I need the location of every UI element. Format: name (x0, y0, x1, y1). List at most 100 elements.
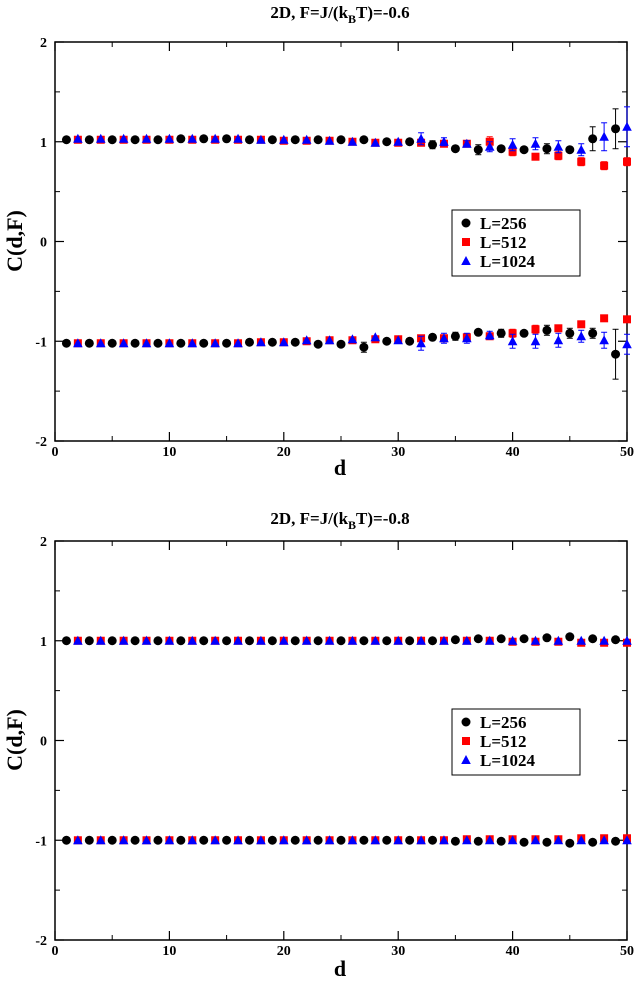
y-axis-label: C(d,F) (2, 210, 27, 272)
data-point-upper (210, 635, 220, 645)
data-point-upper (519, 145, 529, 155)
data-point-upper (553, 635, 564, 645)
data-point-lower (576, 835, 587, 845)
data-point-lower (462, 333, 472, 343)
data-point-upper (336, 135, 346, 145)
data-point-lower (622, 835, 632, 845)
data-point-upper (622, 121, 632, 131)
data-point-lower (347, 835, 358, 845)
data-point-upper (473, 145, 483, 155)
data-point-upper (576, 144, 587, 154)
data-point-lower (382, 835, 392, 845)
data-point-lower (530, 835, 541, 845)
data-point-upper (176, 636, 186, 646)
legend-label: L=1024 (480, 252, 536, 271)
data-point-lower (222, 338, 232, 348)
y-tick-label: 0 (40, 735, 47, 750)
data-point-lower (290, 337, 300, 347)
data-point-lower (336, 339, 346, 349)
data-point-upper (107, 636, 117, 646)
data-point-lower (519, 328, 529, 338)
data-point-upper (393, 635, 403, 645)
data-point-lower (73, 338, 83, 348)
data-point-upper (187, 635, 198, 645)
data-point-lower (222, 835, 232, 845)
data-point-upper (405, 636, 415, 646)
data-point-lower (267, 337, 277, 347)
x-tick-label: 40 (506, 944, 520, 959)
x-tick-label: 30 (391, 944, 405, 959)
data-point-lower (611, 836, 621, 846)
chart-panel-bottom: 2D, F=J/(kBT)=-0.8 C(d,F) d 0 10 20 30 40 50-… (2, 509, 634, 981)
data-point-lower (416, 835, 426, 845)
data-point-lower (554, 324, 563, 333)
data-point-lower (153, 835, 163, 845)
data-point-upper (473, 634, 483, 644)
legend-label: L=256 (480, 214, 527, 233)
x-tick-label: 10 (162, 944, 176, 959)
data-point-lower (118, 338, 129, 348)
data-point-lower (405, 336, 415, 346)
data-point-upper (530, 138, 541, 148)
data-point-lower (553, 335, 564, 345)
legend-box (451, 708, 581, 776)
data-point-lower (84, 338, 94, 348)
data-point-upper (313, 135, 323, 145)
data-point-upper (324, 635, 335, 645)
x-tick-label: 0 (52, 944, 59, 959)
data-point-upper (416, 635, 426, 645)
x-axis-label: d (334, 455, 346, 480)
x-tick-label: 0 (52, 445, 59, 460)
data-point-lower (542, 837, 552, 847)
data-point-lower (233, 338, 243, 348)
data-point-lower (61, 835, 71, 845)
data-point-lower (473, 327, 483, 337)
data-point-upper (290, 135, 300, 145)
data-point-lower (507, 336, 518, 346)
data-point-upper (95, 635, 106, 645)
data-point-lower (611, 349, 621, 359)
data-point-upper (84, 636, 94, 646)
legend-marker (462, 737, 470, 745)
data-point-upper (324, 135, 335, 145)
data-point-lower (141, 338, 152, 348)
data-point-upper (600, 161, 609, 170)
data-point-upper (588, 134, 598, 144)
data-point-upper (370, 635, 381, 645)
data-point-upper (542, 633, 552, 643)
data-point-lower (233, 835, 243, 845)
data-point-upper (153, 636, 163, 646)
data-point-upper (507, 635, 518, 645)
data-point-upper (428, 636, 438, 646)
data-point-upper (279, 635, 289, 645)
data-point-upper (336, 636, 346, 646)
data-point-lower (244, 835, 254, 845)
data-point-upper (301, 635, 312, 645)
data-point-upper (542, 144, 552, 154)
data-point-lower (107, 835, 117, 845)
data-point-upper (450, 635, 460, 645)
data-point-lower (84, 835, 94, 845)
data-point-lower (565, 838, 575, 848)
data-point-lower (301, 835, 312, 845)
data-point-lower (473, 836, 483, 846)
data-point-upper (496, 144, 506, 154)
y-tick-label: 2 (40, 36, 47, 51)
data-point-lower (565, 328, 575, 338)
data-point-lower (382, 336, 392, 346)
data-point-upper (153, 135, 163, 145)
data-point-lower (95, 835, 106, 845)
data-point-lower (508, 329, 517, 338)
data-point-lower (577, 320, 586, 329)
data-point-upper (611, 635, 621, 645)
data-point-upper (359, 135, 369, 145)
legend-marker (462, 238, 470, 246)
data-point-upper (61, 135, 71, 145)
x-tick-label: 20 (277, 445, 291, 460)
x-tick-label: 50 (620, 944, 634, 959)
legend-marker (461, 755, 471, 764)
data-point-upper (588, 634, 598, 644)
data-point-lower (336, 835, 346, 845)
data-point-lower (393, 835, 403, 845)
